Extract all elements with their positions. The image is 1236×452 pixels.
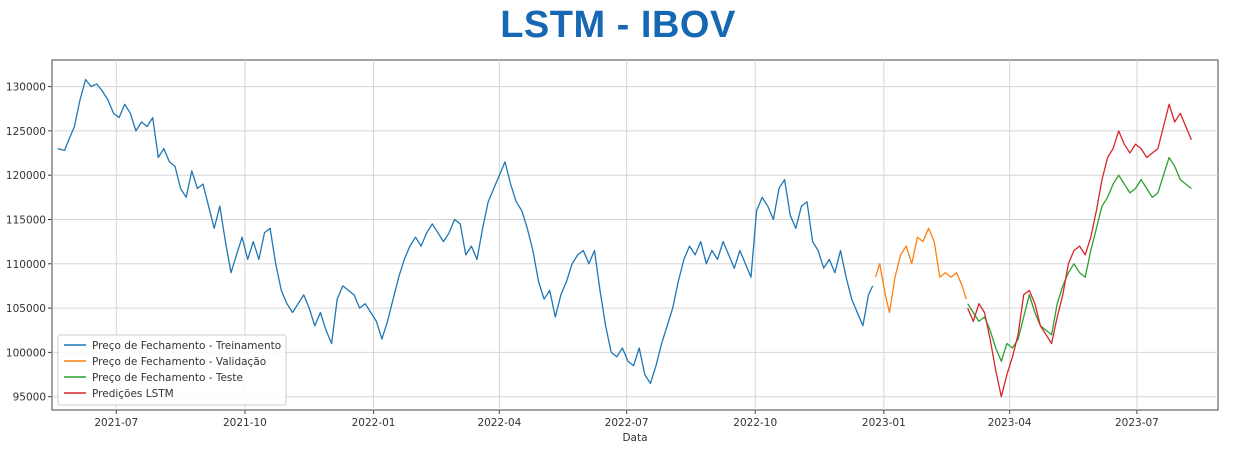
series-line-2: [874, 227, 967, 314]
x-axis-label: Data: [622, 432, 647, 444]
y-tick-label: 105000: [6, 303, 46, 315]
legend-label: Preço de Fechamento - Treinamento: [92, 340, 281, 352]
x-tick-label: 2021-07: [94, 417, 138, 429]
legend: Preço de Fechamento - Treinamento Preço d…: [57, 334, 287, 406]
legend-box: [57, 334, 287, 406]
x-axis-ticks: 2021-07 2021-10 2022-01 2022-04 2022-07 2022-…: [94, 410, 1159, 429]
x-tick-label: 2023-04: [988, 417, 1032, 429]
x-tick-label: 2021-10: [223, 417, 267, 429]
series-line-4: [967, 103, 1192, 398]
y-axis-ticks: 95000 100000 105000 110000 115000 120000 12500…: [6, 82, 52, 404]
series-line-1: [57, 78, 874, 385]
legend-label: Preço de Fechamento - Validação: [92, 356, 266, 368]
grid-lines: [52, 60, 1218, 410]
x-tick-label: 2023-07: [1115, 417, 1159, 429]
series-lines: [57, 78, 1192, 398]
series-line-3: [967, 156, 1192, 362]
x-tick-label: 2022-01: [352, 417, 396, 429]
y-tick-label: 130000: [6, 82, 46, 94]
legend-label: Predições LSTM: [92, 388, 174, 400]
y-tick-label: 125000: [6, 126, 46, 138]
x-tick-label: 2023-01: [862, 417, 906, 429]
legend-label: Preço de Fechamento - Teste: [92, 372, 243, 384]
y-tick-label: 120000: [6, 170, 46, 182]
y-tick-label: 100000: [6, 347, 46, 359]
y-tick-label: 115000: [6, 214, 46, 226]
y-tick-label: 95000: [13, 392, 46, 404]
chart-title: LSTM - IBOV: [500, 4, 736, 46]
y-tick-label: 110000: [6, 259, 46, 271]
x-tick-label: 2022-10: [733, 417, 777, 429]
x-tick-label: 2022-04: [477, 417, 521, 429]
x-tick-label: 2022-07: [605, 417, 649, 429]
